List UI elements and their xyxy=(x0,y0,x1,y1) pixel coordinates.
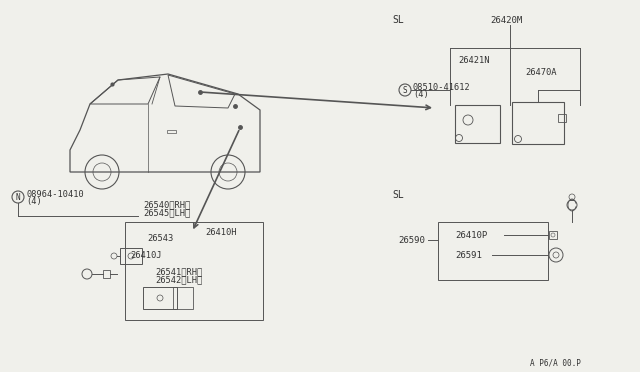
Text: 26470A: 26470A xyxy=(525,67,557,77)
Text: 08510-41612: 08510-41612 xyxy=(413,83,471,92)
Text: SL: SL xyxy=(392,190,404,200)
Text: 26543: 26543 xyxy=(147,234,173,243)
Text: 26410P: 26410P xyxy=(455,231,487,240)
Text: 26410J: 26410J xyxy=(130,251,161,260)
Text: N: N xyxy=(16,192,20,202)
Text: 26590: 26590 xyxy=(398,235,425,244)
Text: SL: SL xyxy=(392,15,404,25)
Bar xyxy=(455,105,500,143)
Bar xyxy=(120,248,142,264)
Bar xyxy=(558,114,566,122)
Text: 26591: 26591 xyxy=(455,250,482,260)
Bar xyxy=(512,102,564,144)
Text: 08964-10410: 08964-10410 xyxy=(26,189,84,199)
Text: 26541〈RH〉: 26541〈RH〉 xyxy=(155,267,202,276)
Text: (4): (4) xyxy=(26,196,42,205)
Text: (4): (4) xyxy=(413,90,429,99)
Text: 26421N: 26421N xyxy=(458,55,490,64)
Bar xyxy=(173,287,193,309)
Text: 26545〈LH〉: 26545〈LH〉 xyxy=(143,208,190,218)
Bar xyxy=(549,231,557,239)
Bar xyxy=(438,222,548,280)
Bar xyxy=(167,130,176,133)
Bar xyxy=(143,287,177,309)
Bar xyxy=(125,222,263,320)
Text: 26542〈LH〉: 26542〈LH〉 xyxy=(155,276,202,285)
Text: A P6/A 00.P: A P6/A 00.P xyxy=(529,359,580,368)
Text: S: S xyxy=(403,86,407,94)
Bar xyxy=(103,270,110,278)
Text: 26420M: 26420M xyxy=(490,16,522,25)
Text: 26410H: 26410H xyxy=(205,228,237,237)
Text: 26540〈RH〉: 26540〈RH〉 xyxy=(143,201,190,209)
